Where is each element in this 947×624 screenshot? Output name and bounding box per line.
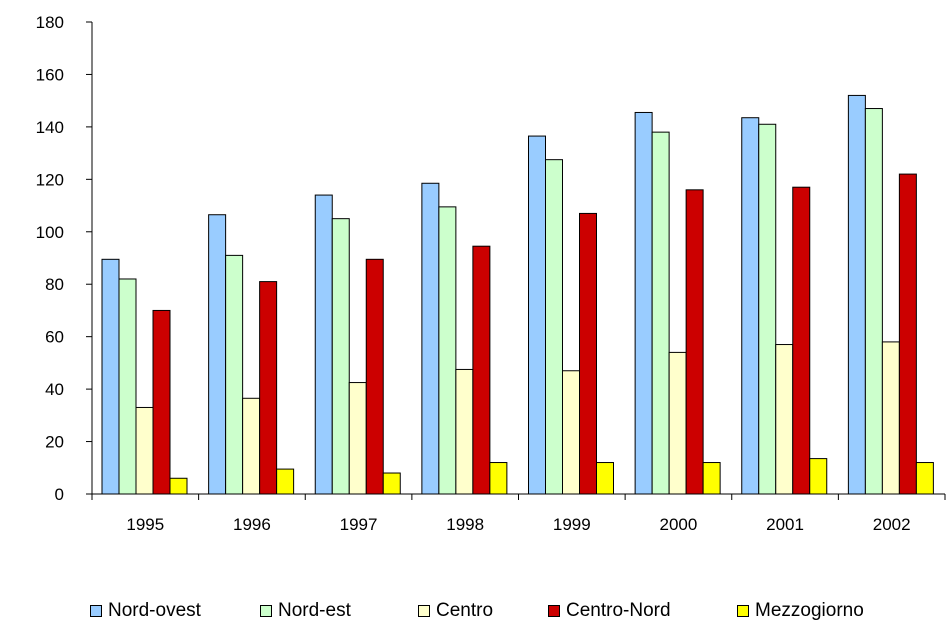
x-axis-ticks: 1995 1996 1997 1998 1999 2000 2001 2002 — [91, 494, 946, 534]
bar-centro-nord-1997 — [365, 258, 384, 495]
y-tick-label: 60 — [45, 328, 64, 347]
bar-centro-1999 — [562, 370, 580, 495]
legend-item: Nord-ovest — [90, 600, 201, 622]
bar-centro-2002 — [881, 341, 900, 495]
bar-centro-1998 — [455, 368, 474, 495]
legend-item: Centro — [418, 600, 493, 622]
bar-mezzogiorno-2001 — [809, 458, 828, 495]
bar-nord-ovest-1998 — [421, 182, 440, 495]
bar-nord-est-1998 — [438, 206, 457, 495]
legend-swatch — [90, 605, 102, 617]
bar-nord-est-1997 — [331, 218, 350, 495]
x-tick-label: 1997 — [340, 515, 378, 534]
bar-mezzogiorno-1996 — [276, 468, 295, 495]
y-tick-label: 180 — [36, 13, 64, 32]
bar-centro-nord-1999 — [579, 212, 597, 495]
bar-nord-ovest-2000 — [634, 111, 653, 495]
legend-swatch — [548, 605, 560, 617]
y-tick-label: 100 — [36, 223, 64, 242]
legend-item: Nord-est — [260, 600, 351, 622]
y-axis-ticks: 0 20 40 60 80 100 120 140 160 180 — [36, 13, 92, 504]
legend: Nord-ovest Nord-est Centro Centro-Nord Mezzo… — [0, 600, 947, 624]
bar-nord-ovest-1999 — [528, 135, 546, 495]
bar-mezzogiorno-1997 — [382, 472, 401, 495]
legend-label: Mezzogiorno — [755, 600, 864, 621]
legend-label: Centro-Nord — [566, 600, 671, 621]
bar-centro-nord-1996 — [259, 281, 278, 495]
bar-mezzogiorno-2000 — [702, 462, 721, 495]
bar-nord-est-2001 — [758, 123, 777, 495]
bar-centro-nord-1995 — [152, 309, 171, 495]
bar-centro-2001 — [775, 344, 794, 495]
x-tick-label: 1995 — [126, 515, 164, 534]
y-tick-label: 120 — [36, 170, 64, 189]
y-tick-label: 160 — [36, 65, 64, 84]
bar-nord-ovest-1997 — [314, 194, 333, 495]
bar-mezzogiorno-1995 — [169, 477, 188, 495]
x-tick-label: 2000 — [660, 515, 698, 534]
bar-centro-nord-1998 — [472, 245, 491, 495]
bar-mezzogiorno-2002 — [915, 462, 934, 495]
legend-swatch — [418, 605, 430, 617]
bar-centro-1997 — [348, 382, 367, 495]
bar-mezzogiorno-1999 — [596, 462, 614, 495]
bar-nord-est-1999 — [545, 159, 563, 495]
x-tick-label: 1996 — [233, 515, 271, 534]
y-tick-label: 40 — [45, 380, 64, 399]
y-tick-label: 140 — [36, 118, 64, 137]
legend-item: Mezzogiorno — [737, 600, 864, 622]
legend-item: Centro-Nord — [548, 600, 671, 622]
bar-nord-ovest-2002 — [847, 94, 866, 495]
bar-centro-2000 — [668, 351, 687, 495]
bar-centro-nord-2001 — [792, 186, 811, 495]
y-tick-label: 20 — [45, 433, 64, 452]
x-tick-label: 2001 — [766, 515, 804, 534]
bar-centro-nord-2000 — [685, 189, 704, 495]
bar-centro-1995 — [135, 406, 154, 495]
bar-nord-ovest-2001 — [741, 117, 760, 495]
legend-label: Nord-est — [278, 600, 351, 621]
bar-nord-est-2000 — [651, 131, 670, 495]
x-tick-label: 1998 — [446, 515, 484, 534]
legend-swatch — [737, 605, 749, 617]
bar-nord-est-1996 — [225, 254, 244, 495]
bar-mezzogiorno-1998 — [489, 462, 508, 495]
x-tick-label: 1999 — [553, 515, 591, 534]
bar-centro-1996 — [242, 397, 261, 495]
legend-swatch — [260, 605, 272, 617]
legend-label: Centro — [436, 600, 494, 621]
legend-label: Nord-ovest — [108, 600, 201, 621]
y-tick-label: 0 — [55, 485, 64, 504]
bars — [101, 94, 934, 495]
bar-centro-nord-2002 — [898, 173, 917, 495]
y-tick-label: 80 — [45, 275, 64, 294]
bar-nord-ovest-1996 — [208, 214, 227, 495]
x-tick-label: 2002 — [873, 515, 911, 534]
bar-nord-ovest-1995 — [101, 258, 120, 495]
bar-nord-est-2002 — [864, 108, 883, 495]
bar-nord-est-1995 — [118, 278, 137, 495]
